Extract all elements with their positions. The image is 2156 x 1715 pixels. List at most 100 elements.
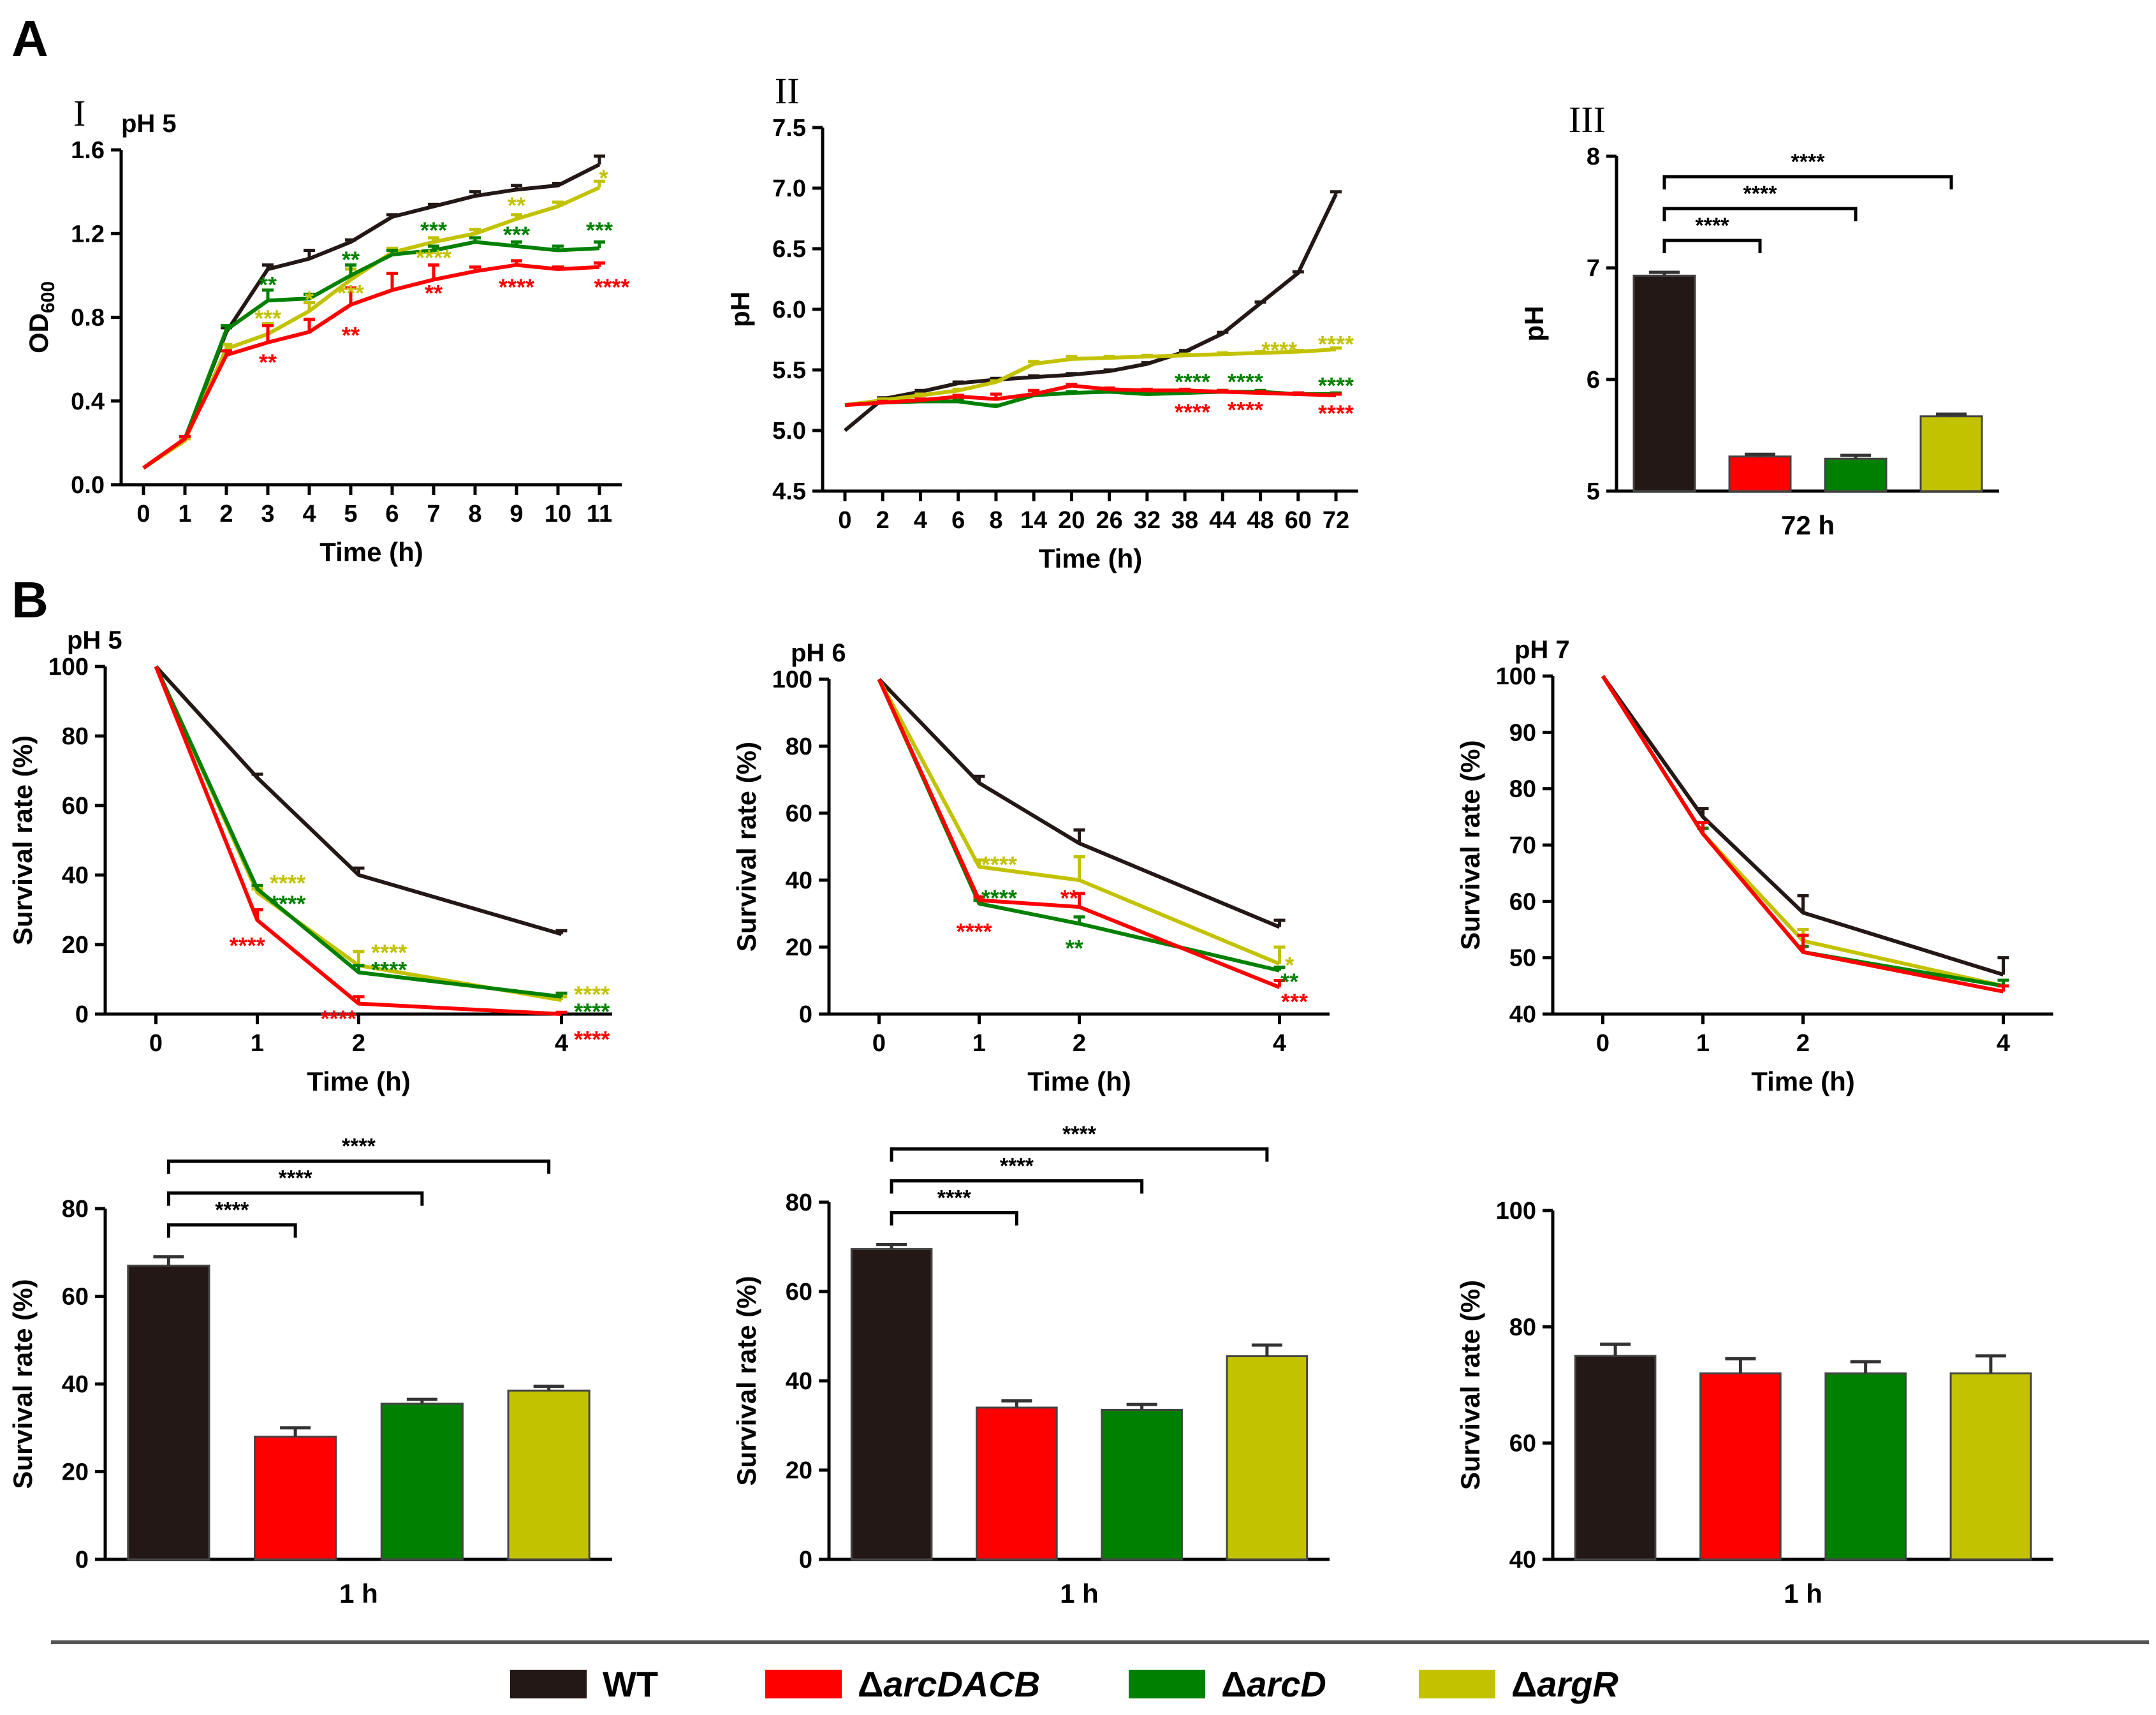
significance-bracket: [166, 1159, 551, 1174]
significance-marker: **: [508, 192, 525, 218]
y-tick-label: 5: [1587, 478, 1600, 505]
bar-arcdacb: [1699, 1372, 1782, 1561]
y-tick-label: 5.5: [772, 357, 806, 384]
significance-marker: ***: [254, 305, 281, 332]
series-line-wt: [844, 193, 1338, 432]
significance-marker: ****: [270, 870, 305, 896]
significance-marker: ****: [1743, 182, 1778, 206]
significance-marker: **: [259, 349, 277, 375]
x-tick-label: 38: [1171, 507, 1198, 534]
significance-marker: ****: [499, 274, 534, 300]
legend-item-argr: ΔargR: [1419, 1664, 1618, 1704]
x-axis-label: 72 h: [1781, 510, 1835, 540]
x-tick-label: 0: [136, 501, 150, 527]
x-tick-label: 0: [838, 507, 851, 534]
y-tick-label: 80: [62, 723, 89, 750]
significance-marker: **: [342, 247, 360, 273]
bar-arcdacb: [976, 1406, 1058, 1561]
panel-roman-label: III: [1569, 99, 1606, 140]
x-tick-label: 4: [1997, 1030, 2010, 1057]
x-axis-label: Time (h): [307, 1066, 411, 1096]
significance-marker: ***: [503, 221, 530, 247]
chart-b3: 40 50 60 70 80 90 100 Survival rate (%) pH 7 0 1 2 4…: [1455, 636, 2053, 1096]
significance-marker: ****: [937, 1186, 972, 1211]
legend-label: ΔargR: [1511, 1664, 1618, 1704]
y-tick-label: 100: [48, 654, 89, 681]
significance-marker: ****: [1175, 399, 1210, 425]
x-axis-label: 1 h: [339, 1579, 378, 1608]
y-tick-label: 100: [772, 666, 812, 693]
x-tick-label: 48: [1247, 507, 1273, 534]
legend-item-arcd: ΔarcD: [1129, 1664, 1326, 1704]
y-tick-label: 7: [1587, 255, 1600, 282]
significance-marker: ****: [1228, 369, 1263, 395]
significance-marker: ****: [215, 1198, 249, 1223]
legend-name: arcDACB: [883, 1664, 1040, 1704]
series-line-arcdacb: [154, 665, 562, 1016]
y-tick-label: 0: [75, 1547, 89, 1573]
legend-delta: Δ: [1511, 1664, 1537, 1704]
x-axis-label: 1 h: [1784, 1579, 1822, 1608]
significance-marker: ****: [594, 274, 629, 300]
y-tick-label: 40: [62, 1371, 89, 1398]
significance-bracket: [166, 1223, 297, 1238]
y-tick-label: 50: [1509, 945, 1536, 972]
bar-arcd: [1824, 1372, 1907, 1561]
bar-wt: [127, 1264, 210, 1561]
x-tick-label: 1: [972, 1030, 986, 1057]
y-tick-label: 70: [1509, 832, 1536, 859]
legend-label: ΔarcDACB: [858, 1664, 1040, 1704]
chart-b6: 40 60 80 100 Survival rate (%) 1 h: [1455, 1198, 2053, 1608]
y-tick-label: 0.0: [71, 472, 105, 499]
bar-arcdacb: [1728, 455, 1792, 492]
y-tick-label: 6: [1587, 367, 1600, 394]
y-tick-label: 80: [786, 733, 812, 760]
significance-marker: ****: [574, 1026, 610, 1052]
chart-title: pH 7: [1514, 636, 1570, 664]
significance-bracket: [890, 1211, 1018, 1226]
x-tick-label: 4: [1273, 1030, 1286, 1057]
significance-marker: ****: [342, 1135, 376, 1159]
x-tick-label: 0: [1596, 1030, 1610, 1057]
x-tick-label: 8: [468, 501, 481, 527]
legend-swatch: [510, 1670, 587, 1698]
legend-label: ΔarcD: [1221, 1664, 1326, 1704]
y-axis-label: OD600: [24, 281, 59, 353]
y-tick-label: 100: [1496, 663, 1536, 690]
legend-delta: Δ: [858, 1664, 883, 1704]
series-line-arcd: [877, 678, 1280, 973]
series-line-arcd: [142, 240, 600, 470]
bar-argr: [507, 1389, 590, 1561]
significance-marker: ****: [574, 999, 610, 1025]
y-tick-label: 20: [62, 1459, 89, 1486]
significance-marker: ****: [1318, 331, 1354, 357]
y-tick-label: 60: [62, 793, 89, 820]
significance-marker: **: [425, 280, 443, 306]
significance-marker: ****: [574, 981, 610, 1007]
significance-marker: ****: [957, 918, 992, 945]
x-tick-label: 6: [951, 507, 965, 534]
significance-marker: ****: [1261, 337, 1297, 364]
x-tick-label: 1: [178, 501, 191, 527]
legend-name: WT: [603, 1664, 658, 1704]
bar-argr: [1949, 1372, 2032, 1561]
series-line-wt: [877, 677, 1280, 929]
y-tick-label: 80: [786, 1189, 812, 1216]
x-tick-label: 0: [872, 1030, 886, 1057]
significance-marker: **: [1066, 935, 1083, 961]
chart-a3: 5 6 7 8 pH III 72 h **** **** ****: [1519, 99, 1999, 540]
bar-arcd: [380, 1402, 464, 1561]
bar-argr: [1919, 415, 1983, 492]
series-line-arcdacb: [1601, 675, 2004, 994]
y-tick-label: 60: [786, 800, 812, 827]
x-tick-label: 32: [1134, 507, 1161, 534]
y-tick-label: 100: [1496, 1198, 1536, 1225]
bar-wt: [850, 1248, 933, 1561]
significance-marker: ****: [1696, 214, 1730, 238]
chart-b4: 0 20 40 60 80 Survival rate (%) 1 h **** **** ***…: [8, 1135, 612, 1608]
x-tick-label: 11: [587, 501, 612, 527]
x-tick-label: 5: [344, 501, 357, 527]
significance-marker: ****: [1062, 1122, 1097, 1147]
series-line-arcdacb: [877, 678, 1280, 989]
